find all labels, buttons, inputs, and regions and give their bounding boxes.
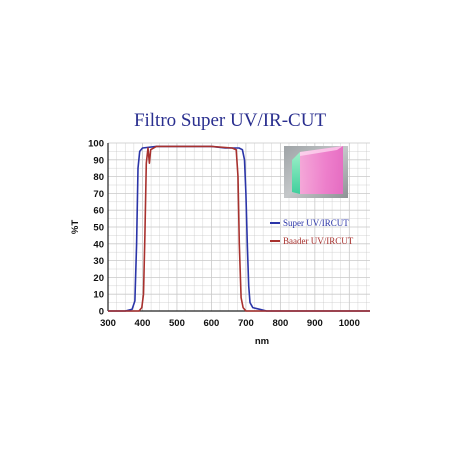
y-tick-label: 100 bbox=[88, 139, 104, 150]
y-tick-label: 30 bbox=[93, 256, 104, 267]
y-tick-label: 40 bbox=[93, 239, 104, 250]
legend-label-super: Super UV/IRCUT bbox=[283, 218, 349, 228]
x-tick-label: 700 bbox=[238, 318, 254, 329]
x-tick-label: 1000 bbox=[339, 318, 360, 329]
x-tick-label: 600 bbox=[203, 318, 219, 329]
x-axis-label: nm bbox=[255, 336, 269, 347]
y-tick-label: 50 bbox=[93, 223, 104, 234]
y-tick-label: 60 bbox=[93, 206, 104, 217]
legend: Super UV/IRCUT Baader UV/IRCUT bbox=[270, 218, 354, 246]
y-tick-label: 20 bbox=[93, 273, 104, 284]
chart-title: Filtro Super UV/IR-CUT bbox=[134, 110, 327, 131]
series-lines bbox=[108, 145, 370, 312]
y-tick-label: 0 bbox=[99, 307, 104, 318]
y-axis-label: %T bbox=[70, 220, 81, 234]
y-tick-label: 90 bbox=[93, 155, 104, 166]
legend-label-baader: Baader UV/IRCUT bbox=[283, 236, 354, 246]
legend-item-super: Super UV/IRCUT bbox=[270, 218, 349, 228]
legend-item-baader: Baader UV/IRCUT bbox=[270, 236, 354, 246]
x-tick-label: 500 bbox=[169, 318, 185, 329]
x-tick-label: 300 bbox=[100, 318, 116, 329]
x-tick-label: 900 bbox=[307, 318, 323, 329]
y-tick-label: 10 bbox=[93, 290, 104, 301]
tick-labels: 300 400 500 600 700 800 900 1000 0 10 20 30 40 50 60 70… bbox=[88, 139, 360, 330]
filter-glass-photo-icon bbox=[284, 146, 348, 198]
x-tick-label: 400 bbox=[135, 318, 151, 329]
series-line-1 bbox=[108, 145, 370, 312]
x-tick-label: 800 bbox=[272, 318, 288, 329]
y-tick-label: 70 bbox=[93, 189, 104, 200]
y-tick-label: 80 bbox=[93, 172, 104, 183]
